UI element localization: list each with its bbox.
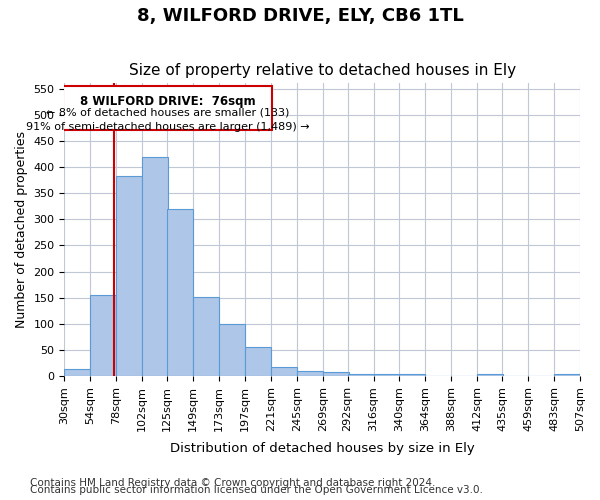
- Text: 8, WILFORD DRIVE, ELY, CB6 1TL: 8, WILFORD DRIVE, ELY, CB6 1TL: [137, 8, 463, 26]
- Text: 8 WILFORD DRIVE:  76sqm: 8 WILFORD DRIVE: 76sqm: [80, 95, 256, 108]
- Bar: [193, 296, 219, 376]
- Bar: [478, 374, 503, 376]
- Bar: [347, 374, 374, 376]
- Text: ← 8% of detached houses are smaller (133): ← 8% of detached houses are smaller (133…: [46, 108, 289, 118]
- Bar: [91, 295, 116, 376]
- Bar: [297, 371, 323, 376]
- Text: Contains public sector information licensed under the Open Government Licence v3: Contains public sector information licen…: [30, 485, 483, 495]
- Bar: [167, 209, 193, 376]
- Bar: [323, 372, 349, 376]
- Bar: [219, 324, 245, 376]
- Bar: [142, 156, 168, 376]
- Bar: [245, 348, 271, 376]
- Bar: [374, 374, 400, 376]
- FancyBboxPatch shape: [64, 86, 272, 130]
- Y-axis label: Number of detached properties: Number of detached properties: [15, 131, 28, 328]
- Title: Size of property relative to detached houses in Ely: Size of property relative to detached ho…: [128, 63, 516, 78]
- Bar: [400, 374, 425, 376]
- X-axis label: Distribution of detached houses by size in Ely: Distribution of detached houses by size …: [170, 442, 475, 455]
- Bar: [271, 366, 297, 376]
- Bar: [116, 176, 142, 376]
- Bar: [554, 374, 580, 376]
- Bar: [64, 369, 91, 376]
- Text: Contains HM Land Registry data © Crown copyright and database right 2024.: Contains HM Land Registry data © Crown c…: [30, 478, 436, 488]
- Text: 91% of semi-detached houses are larger (1,489) →: 91% of semi-detached houses are larger (…: [26, 122, 310, 132]
